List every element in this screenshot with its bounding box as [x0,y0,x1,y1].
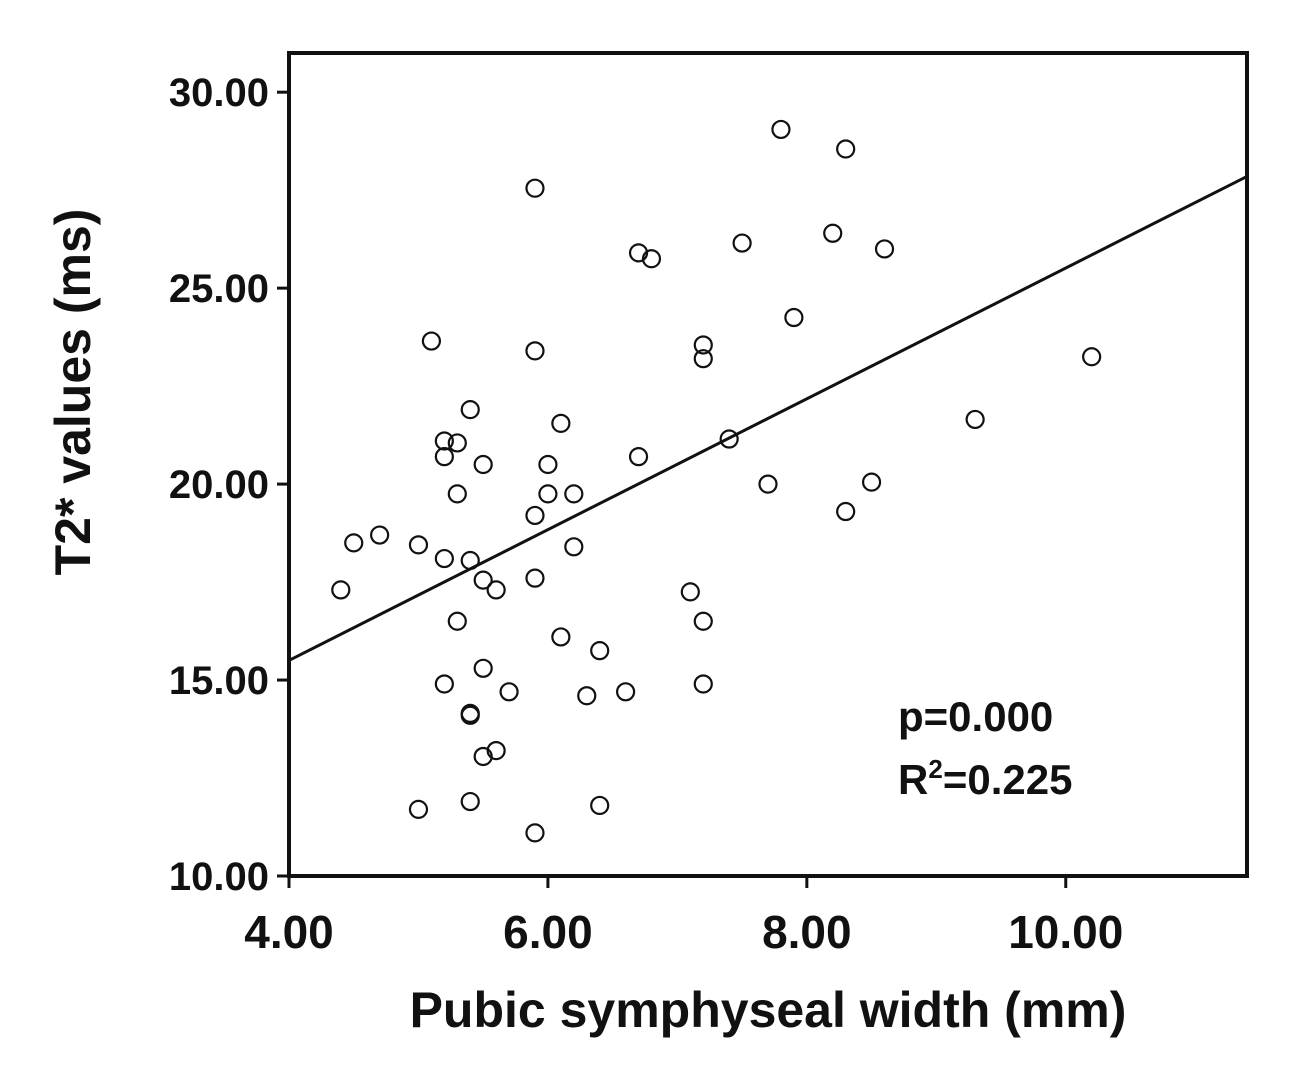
data-point [460,791,480,812]
data-point [486,740,506,761]
r-squared-value: =0.225 [943,756,1073,803]
data-point [473,454,493,475]
data-point [434,674,454,694]
data-point [421,331,442,351]
data-point [460,703,480,723]
y-tick-label: 15.00 [169,659,269,703]
x-tick-label: 6.00 [503,906,593,958]
data-point [473,746,493,767]
data-point [408,535,429,555]
data-point [874,239,895,259]
plot-frame [287,51,1249,878]
data-point [965,409,985,430]
data-point [590,795,610,816]
data-point [836,139,856,159]
x-tick-label: 10.00 [1008,906,1123,958]
data-point [693,335,713,355]
data-point [473,658,493,678]
data-point [551,413,571,433]
y-tick-label: 10.00 [169,855,269,899]
data-point [564,537,584,557]
y-axis: 10.00 15.00 20.00 25.00 30.00 [169,71,289,899]
data-point [719,429,739,449]
data-point [408,799,429,819]
r-squared-annotation: R2=0.225 [898,754,1072,803]
data-point [525,823,545,843]
data-point [447,484,467,504]
data-point [525,178,545,198]
data-point [447,433,467,453]
regression-line [288,175,1248,662]
data-point [525,568,545,588]
data-point [615,682,636,702]
data-point [641,249,662,269]
r-squared-base: R [898,756,928,803]
data-point [836,501,856,522]
x-axis-title: Pubic symphyseal width (mm) [410,982,1127,1038]
data-point [331,580,351,600]
y-tick-label: 25.00 [169,267,269,311]
p-value-annotation: p=0.000 [898,693,1053,740]
data-point [551,627,571,647]
y-tick-label: 30.00 [169,71,269,115]
data-point [486,580,506,600]
data-point [1082,347,1102,367]
data-point [538,484,558,504]
points-group [331,119,1102,843]
data-point [434,548,454,569]
data-point [680,582,700,602]
data-point [460,550,480,571]
data-point [693,674,713,694]
y-axis-title: T2* values (ms) [45,209,101,576]
data-point [473,570,493,590]
data-point [447,611,467,631]
data-point [771,119,791,140]
x-tick-label: 4.00 [244,906,334,958]
data-point [823,223,843,243]
data-point [693,349,713,369]
x-axis: 4.00 6.00 8.00 10.00 [244,876,1123,958]
data-point [499,682,519,702]
r-squared-superscript: 2 [928,754,942,784]
data-point [784,307,804,328]
data-point [628,447,649,467]
data-point [525,505,545,526]
data-point [564,484,584,504]
data-point [538,454,558,475]
data-point [628,243,649,263]
data-point [693,611,713,631]
data-point [434,431,454,451]
fit-line-group [288,175,1248,662]
data-point [434,447,454,467]
data-point [344,533,364,553]
data-point [758,474,778,494]
data-point [577,686,597,706]
data-point [525,341,545,361]
data-point [732,233,752,253]
data-point [460,400,480,420]
data-point [861,472,882,492]
x-tick-label: 8.00 [762,906,852,958]
data-point [370,525,390,545]
data-point [590,641,610,661]
y-tick-label: 20.00 [169,463,269,507]
